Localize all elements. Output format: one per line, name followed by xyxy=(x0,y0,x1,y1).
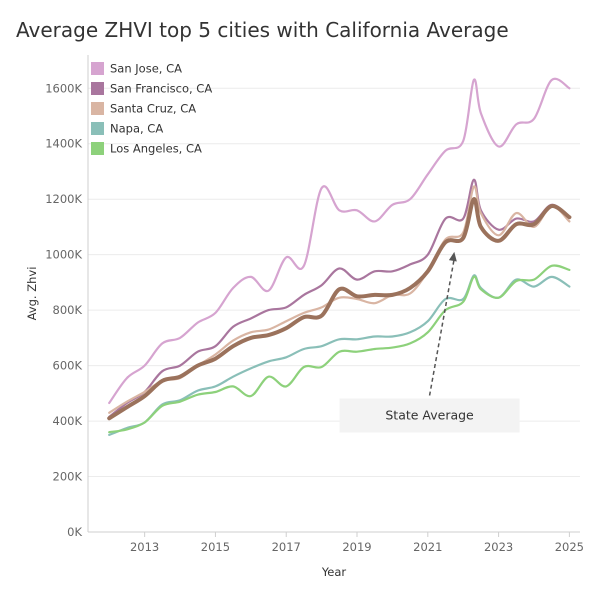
x-tick-label: 2019 xyxy=(342,540,371,554)
x-axis-title: Year xyxy=(321,565,347,579)
annotation-arrow-line xyxy=(428,257,456,396)
x-tick-label: 2023 xyxy=(484,540,513,554)
y-tick-label: 1200K xyxy=(45,192,82,206)
y-tick-label: 1000K xyxy=(45,248,82,262)
legend-label: San Francisco, CA xyxy=(110,82,212,96)
chart-title: Average ZHVI top 5 cities with Californi… xyxy=(16,18,509,42)
series-line-los-angeles xyxy=(108,264,571,434)
legend-swatch xyxy=(91,142,104,155)
series-line-average xyxy=(107,197,572,421)
annotation-arrow-head xyxy=(448,251,457,262)
legend-swatch xyxy=(91,102,104,115)
legend-label: San Jose, CA xyxy=(110,62,182,76)
x-tick-label: 2017 xyxy=(272,540,301,554)
x-tick-label: 2025 xyxy=(555,540,584,554)
legend-label: Los Angeles, CA xyxy=(110,142,202,156)
x-tick-label: 2013 xyxy=(130,540,159,554)
y-axis-title: Avg. Zhvi xyxy=(25,267,39,321)
legend-swatch xyxy=(91,122,104,135)
legend-label: Santa Cruz, CA xyxy=(110,102,196,116)
legend-swatch xyxy=(91,62,104,75)
annotation-box xyxy=(339,398,520,433)
x-tick-label: 2021 xyxy=(413,540,442,554)
x-tick-label: 2015 xyxy=(201,540,230,554)
y-tick-label: 1400K xyxy=(45,137,82,151)
legend-label: Napa, CA xyxy=(110,122,163,136)
y-tick-label: 0K xyxy=(67,525,82,539)
y-tick-label: 400K xyxy=(53,414,83,428)
series-line-san-francisco xyxy=(108,178,571,418)
y-tick-label: 800K xyxy=(53,303,83,317)
annotation-text: State Average xyxy=(385,408,474,423)
legend-swatch xyxy=(91,82,104,95)
y-tick-label: 600K xyxy=(53,359,83,373)
series-line-san-jose xyxy=(108,77,571,405)
y-tick-label: 200K xyxy=(53,470,83,484)
y-tick-label: 1600K xyxy=(45,81,82,95)
